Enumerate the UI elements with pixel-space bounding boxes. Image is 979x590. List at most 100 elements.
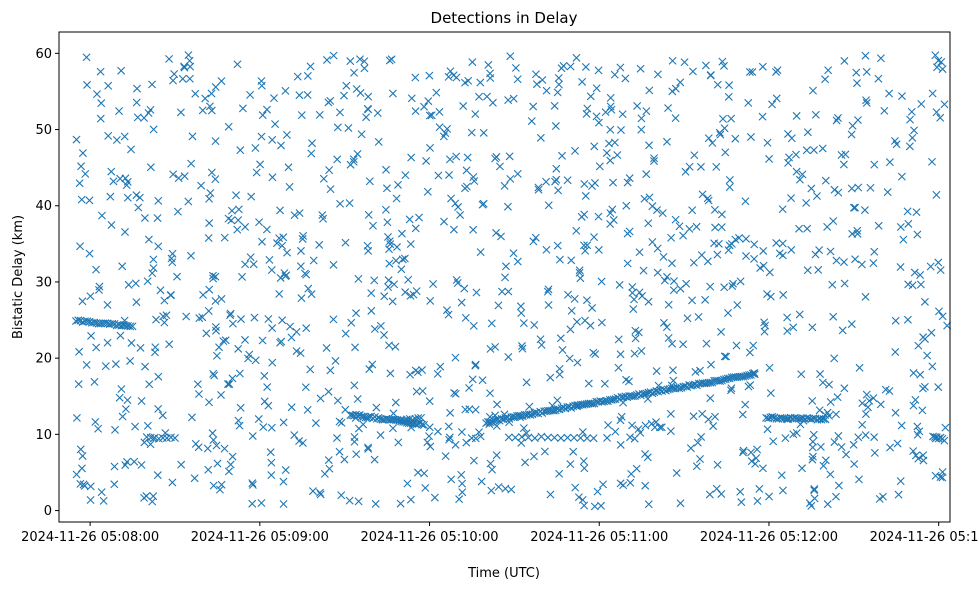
scatter-point: [268, 358, 277, 367]
track-point: [583, 434, 592, 443]
scatter-point: [290, 211, 299, 220]
scatter-point: [870, 448, 879, 457]
scatter-point: [706, 394, 715, 403]
scatter-point: [933, 63, 941, 72]
scatter-point: [503, 202, 512, 211]
scatter-point: [77, 195, 86, 204]
scatter-point: [696, 455, 705, 464]
scatter-point: [176, 108, 185, 117]
scatter-point: [853, 116, 862, 125]
scatter-point: [295, 437, 304, 446]
scatter-point: [791, 150, 800, 159]
scatter-point: [180, 62, 189, 71]
scatter-point: [353, 149, 362, 158]
scatter-point: [853, 226, 862, 235]
scatter-point: [265, 255, 274, 264]
scatter-point: [852, 79, 861, 88]
scatter-point: [644, 219, 653, 228]
scatter-point: [606, 93, 615, 102]
scatter-point: [861, 292, 870, 301]
scatter-point: [797, 370, 806, 379]
scatter-point: [928, 157, 936, 166]
scatter-point: [592, 84, 601, 93]
scatter-point: [616, 440, 625, 449]
scatter-point: [384, 232, 393, 241]
scatter-point: [234, 216, 243, 225]
scatter-point: [814, 265, 823, 274]
scatter-point: [600, 379, 609, 388]
scatter-point: [441, 452, 450, 461]
scatter-point: [832, 410, 841, 419]
scatter-point: [802, 146, 811, 155]
scatter-point: [941, 423, 950, 432]
scatter-point: [462, 166, 471, 175]
scatter-point: [554, 80, 563, 89]
scatter-point: [226, 309, 235, 318]
scatter-point: [638, 291, 647, 300]
scatter-point: [425, 432, 434, 441]
scatter-point: [910, 268, 919, 277]
scatter-point: [932, 108, 941, 117]
scatter-point: [725, 183, 734, 192]
track-point: [750, 370, 759, 379]
scatter-point: [812, 192, 821, 201]
y-tick-label: 60: [35, 47, 52, 62]
scatter-point: [367, 289, 376, 298]
scatter-point: [278, 241, 287, 250]
scatter-point: [885, 387, 894, 395]
scatter-point: [720, 283, 729, 292]
scatter-point: [870, 247, 879, 256]
scatter-point: [838, 326, 847, 335]
scatter-point: [257, 499, 266, 508]
scatter-point: [215, 343, 223, 352]
scatter-point: [161, 428, 170, 437]
scatter-point: [397, 229, 406, 238]
scatter-point: [373, 109, 382, 117]
scatter-point: [715, 128, 724, 137]
scatter-point: [184, 197, 193, 206]
scatter-point: [519, 319, 528, 328]
scatter-point: [626, 478, 635, 487]
scatter-point: [77, 162, 86, 171]
scatter-point: [403, 479, 412, 488]
scatter-point: [904, 219, 913, 228]
scatter-point: [630, 349, 639, 358]
scatter-point: [131, 422, 140, 431]
scatter-point: [828, 280, 837, 289]
scatter-point: [599, 480, 608, 489]
scatter-point: [127, 145, 135, 154]
scatter-point: [284, 163, 293, 172]
scatter-point: [546, 490, 555, 499]
scatter-point: [565, 354, 574, 363]
scatter-point: [148, 269, 157, 278]
scatter-point: [645, 86, 654, 95]
scatter-point: [732, 341, 741, 350]
scatter-point: [854, 183, 863, 192]
scatter-point: [238, 272, 247, 281]
scatter-point: [372, 403, 381, 412]
scatter-point: [339, 91, 348, 100]
scatter-point: [809, 146, 818, 155]
scatter-point: [750, 254, 759, 263]
scatter-point: [469, 321, 478, 330]
scatter-point: [885, 158, 894, 167]
scatter-point: [519, 424, 528, 433]
scatter-point: [756, 263, 765, 272]
scatter-point: [659, 318, 668, 327]
scatter-point: [282, 130, 291, 139]
scatter-point: [390, 280, 399, 289]
scatter-point: [72, 470, 81, 479]
scatter-point: [92, 343, 101, 352]
scatter-point: [426, 442, 435, 451]
scatter-point: [566, 325, 575, 334]
scatter-point: [823, 500, 832, 509]
scatter-point: [876, 400, 885, 409]
scatter-point: [346, 57, 355, 66]
scatter-point: [152, 315, 161, 324]
scatter-point: [452, 73, 461, 82]
scatter-point: [279, 500, 288, 508]
scatter-point: [905, 142, 914, 151]
track-point: [408, 415, 417, 424]
scatter-point: [264, 401, 273, 410]
scatter-point: [357, 130, 366, 139]
